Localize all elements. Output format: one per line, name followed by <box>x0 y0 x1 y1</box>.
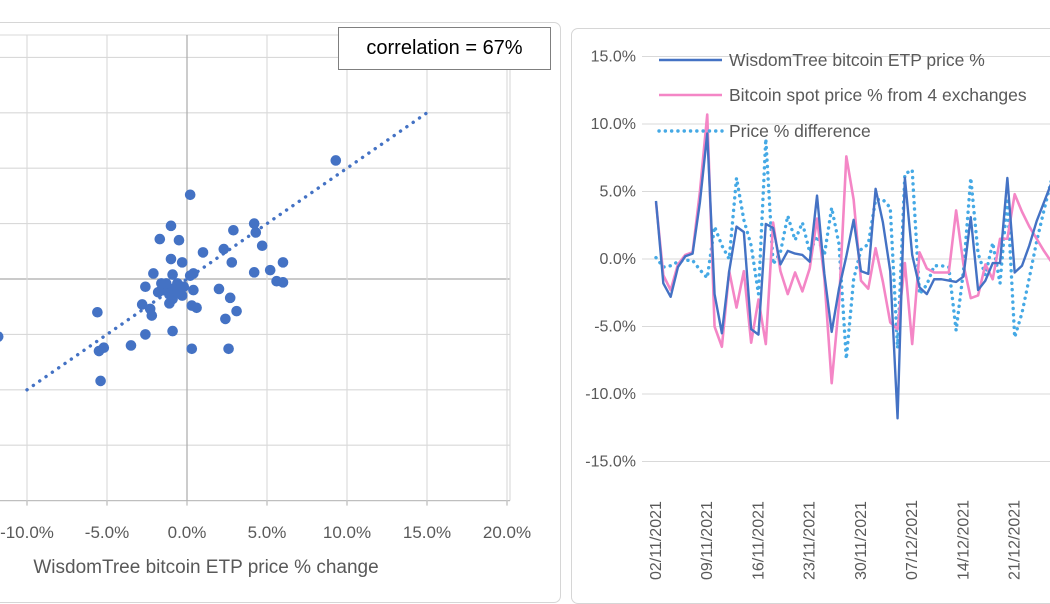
y-tick-label: 10.0% <box>591 116 636 133</box>
scatter-point <box>125 340 137 351</box>
x-axis-title: WisdomTree bitcoin ETP price % change <box>33 557 378 578</box>
scatter-point <box>248 218 260 229</box>
scatter-chart-panel: -10.0% -5.0% 0.0% 5.0% 10.0% 15.0% 20.0% Wisdom… <box>0 22 561 603</box>
scatter-point <box>228 224 239 236</box>
scatter-point <box>165 220 177 232</box>
x-tick-label: -10.0% <box>0 523 54 542</box>
scatter-point <box>140 329 151 340</box>
x-date-label: 21/12/2021 <box>1007 500 1024 580</box>
x-date-label: 02/11/2021 <box>648 501 665 580</box>
scatter-point <box>231 305 242 317</box>
scatter-chart: -10.0% -5.0% 0.0% 5.0% 10.0% 15.0% 20.0% Wisdom… <box>0 34 531 578</box>
correlation-annotation-text: correlation = 67% <box>366 37 523 59</box>
x-date-label: 16/11/2021 <box>750 501 767 580</box>
scatter-point <box>188 284 199 296</box>
x-tick-label: 0.0% <box>168 523 207 542</box>
scatter-point <box>220 313 231 325</box>
x-tick-label: 15.0% <box>403 523 451 542</box>
scatter-point <box>218 243 230 255</box>
scatter-point <box>140 281 151 293</box>
scatter-point <box>186 343 198 355</box>
scatter-point <box>330 155 342 166</box>
series-bitcoin-spot <box>654 113 1050 385</box>
scatter-point <box>176 257 188 268</box>
scatter-point <box>197 247 209 258</box>
x-tick-label: 10.0% <box>323 523 371 542</box>
legend-label: Bitcoin spot price % from 4 exchanges <box>729 85 1027 105</box>
scatter-point <box>184 189 196 201</box>
scatter-point <box>277 257 289 268</box>
scatter-point <box>172 286 183 298</box>
scatter-point <box>0 331 4 342</box>
scatter-point <box>98 342 110 353</box>
scatter-point <box>226 257 238 268</box>
scatter-point <box>156 278 167 289</box>
x-date-label: 30/11/2021 <box>853 501 870 580</box>
scatter-point <box>186 300 198 311</box>
legend-label: Price % difference <box>729 121 871 141</box>
scatter-point <box>256 240 268 252</box>
series-wisdomtree-etp <box>654 132 1050 420</box>
scatter-point <box>95 375 106 387</box>
scatter-point <box>148 268 159 279</box>
x-date-label: 09/11/2021 <box>699 501 716 580</box>
line-chart: 15.0% 10.0% 5.0% 0.0% -5.0% -10.0% -15.0% 02/11… <box>585 49 1050 580</box>
x-tick-label: 20.0% <box>483 523 531 542</box>
y-tick-label: -5.0% <box>594 319 636 336</box>
scatter-point <box>154 233 166 245</box>
scatter-point <box>144 303 156 315</box>
x-date-label: 07/12/2021 <box>904 500 921 580</box>
line-chart-panel: 15.0% 10.0% 5.0% 0.0% -5.0% -10.0% -15.0% 02/11… <box>571 28 1050 604</box>
scatter-point <box>223 343 234 355</box>
y-tick-label: 0.0% <box>600 251 636 268</box>
scatter-point <box>250 227 262 238</box>
scatter-point <box>224 292 236 304</box>
y-tick-label: 15.0% <box>591 49 636 66</box>
scatter-point <box>92 306 103 318</box>
y-tick-label: -15.0% <box>585 454 636 471</box>
scatter-point <box>248 267 260 278</box>
scatter-point <box>264 264 276 276</box>
scatter-point <box>173 234 185 246</box>
correlation-annotation-box: correlation = 67% <box>338 27 551 70</box>
y-tick-label: -10.0% <box>585 386 636 403</box>
scatter-point <box>188 268 199 279</box>
x-date-label: 23/11/2021 <box>802 501 819 580</box>
scatter-point <box>167 269 178 280</box>
legend-label: WisdomTree bitcoin ETP price % <box>729 50 985 70</box>
scatter-point <box>136 299 148 310</box>
scatter-point <box>165 253 177 265</box>
scatter-point <box>271 275 282 287</box>
x-date-label: 14/12/2021 <box>955 500 972 580</box>
x-tick-label: -5.0% <box>85 523 129 542</box>
y-tick-label: 5.0% <box>600 184 636 201</box>
x-tick-label: 5.0% <box>248 523 287 542</box>
scatter-point <box>167 325 178 337</box>
scatter-point <box>213 283 225 295</box>
